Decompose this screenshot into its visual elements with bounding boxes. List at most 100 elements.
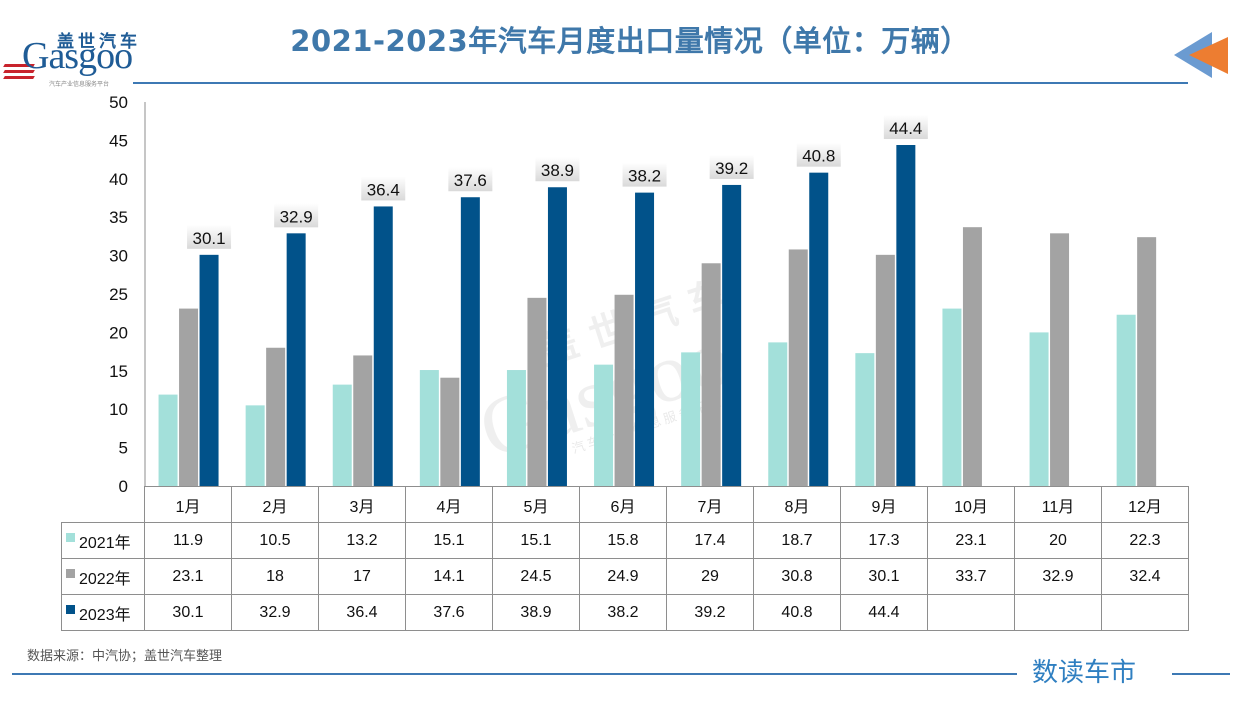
table-cell: 18.7 — [753, 522, 841, 559]
data-label: 32.9 — [274, 203, 319, 228]
table-cell: 18 — [231, 558, 319, 595]
data-source-note: 数据来源：中汽协；盖世汽车整理 — [27, 649, 223, 664]
table-cell: 17.4 — [666, 522, 754, 559]
data-label-text: 30.1 — [193, 229, 226, 248]
bar-2021-12 — [1116, 314, 1136, 486]
arrow-orange-shape — [1189, 37, 1228, 74]
y-tick-label: 40 — [109, 170, 128, 189]
bar-2022-9 — [875, 254, 895, 486]
bar-2022-7 — [701, 263, 721, 486]
title-divider — [133, 82, 1188, 84]
table-cell: 44.4 — [840, 594, 928, 631]
bar-2023-8 — [809, 172, 829, 486]
bar-2021-1 — [158, 394, 178, 486]
bar-2021-10 — [942, 308, 962, 486]
data-label-box — [883, 115, 928, 140]
bar-2023-2 — [286, 233, 306, 486]
bar-2022-3 — [353, 355, 373, 486]
bar-2023-1 — [199, 254, 219, 486]
bar-2023-5 — [547, 187, 567, 487]
y-tick-label: 15 — [109, 362, 128, 381]
table-header-row: 1月 2月 3月 4月 5月 6月 7月 8月 9月 10月 11月 12月 — [61, 486, 1189, 523]
table-cell: 38.9 — [492, 594, 580, 631]
bar-2021-2 — [245, 405, 265, 486]
y-tick-label: 45 — [109, 131, 128, 150]
table-cell — [1101, 594, 1189, 631]
table-cell: 32.9 — [231, 594, 319, 631]
logo-tagline: 汽车产业信息服务平台 — [48, 81, 109, 88]
data-label-text: 36.4 — [367, 180, 400, 199]
data-label: 37.6 — [448, 167, 493, 192]
legend-swatch-icon — [66, 568, 75, 578]
table-cell: 32.4 — [1101, 558, 1189, 595]
bar-2022-12 — [1137, 237, 1157, 486]
table-cell: 30.1 — [840, 558, 928, 595]
table-cell: 38.2 — [579, 594, 667, 631]
y-tick-label: 25 — [109, 285, 128, 304]
double-arrow-icon — [1174, 32, 1228, 78]
table-cell: 13.2 — [318, 522, 406, 559]
table-cell: 29 — [666, 558, 754, 595]
table-cell: 22.3 — [1101, 522, 1189, 559]
table-corner — [61, 486, 145, 523]
table-cell: 17.3 — [840, 522, 928, 559]
table-cell: 14.1 — [405, 558, 493, 595]
table-cell — [1014, 594, 1102, 631]
bar-2021-8 — [768, 342, 788, 486]
data-label: 40.8 — [796, 142, 841, 167]
table-cell: 15.1 — [492, 522, 580, 559]
data-label-box — [622, 162, 667, 187]
table-cell: 24.5 — [492, 558, 580, 595]
legend-swatch-icon — [66, 532, 75, 542]
table-cell: 37.6 — [405, 594, 493, 631]
footer-divider — [12, 673, 1017, 675]
y-tick-label: 30 — [109, 247, 128, 266]
table-cell: 24.9 — [579, 558, 667, 595]
brand-logo: 数读车市 — [1032, 658, 1137, 688]
chart-title: 2021-2023年汽车月度出口量情况（单位：万辆） — [290, 24, 970, 58]
bar-2021-11 — [1029, 332, 1049, 486]
bar-2022-1 — [179, 308, 199, 486]
bar-2021-7 — [681, 352, 701, 486]
table-header-cell: 10月 — [927, 486, 1015, 523]
legend-swatch-icon — [66, 604, 75, 614]
bar-2022-4 — [440, 377, 460, 486]
data-label-text: 37.6 — [454, 171, 487, 190]
table-header-cell: 7月 — [666, 486, 754, 523]
data-label-box — [187, 224, 232, 249]
data-label-box — [709, 154, 754, 179]
bar-2021-6 — [594, 364, 614, 486]
series-name: 2022年 — [79, 570, 131, 588]
data-label: 36.4 — [361, 176, 406, 201]
y-tick-label: 10 — [109, 400, 128, 419]
table-row: 2023年 30.1 32.9 36.4 37.6 38.9 38.2 39.2 40.8 44.… — [61, 594, 1189, 631]
table-header-cell: 3月 — [318, 486, 406, 523]
table-cell: 10.5 — [231, 522, 319, 559]
table-cell — [927, 594, 1015, 631]
series-name: 2023年 — [79, 606, 131, 624]
bar-2023-7 — [722, 184, 742, 486]
table-cell: 17 — [318, 558, 406, 595]
data-label-box — [448, 167, 493, 192]
bar-2023-3 — [373, 206, 393, 486]
bar-2022-5 — [527, 297, 547, 486]
y-tick-label: 50 — [109, 93, 128, 112]
table-cell: 32.9 — [1014, 558, 1102, 595]
data-label: 39.2 — [709, 154, 754, 179]
data-label-text: 44.4 — [889, 119, 922, 138]
data-label-box — [796, 142, 841, 167]
bar-2021-9 — [855, 353, 875, 486]
bar-2022-6 — [614, 294, 634, 486]
data-label-text: 32.9 — [280, 207, 313, 226]
y-tick-label: 5 — [119, 439, 128, 458]
table-cell: 23.1 — [144, 558, 232, 595]
data-label-box — [274, 203, 319, 228]
logo-wordmark: Gasgoo — [22, 35, 133, 77]
data-label-text: 38.9 — [541, 161, 574, 180]
table-cell: 15.8 — [579, 522, 667, 559]
table-cell: 40.8 — [753, 594, 841, 631]
data-label: 44.4 — [883, 115, 928, 140]
data-label-text: 40.8 — [802, 147, 835, 166]
table-row: 2022年 23.1 18 17 14.1 24.5 24.9 29 30.8 30.1 33.7 3… — [61, 558, 1189, 595]
table-header-cell: 12月 — [1101, 486, 1189, 523]
